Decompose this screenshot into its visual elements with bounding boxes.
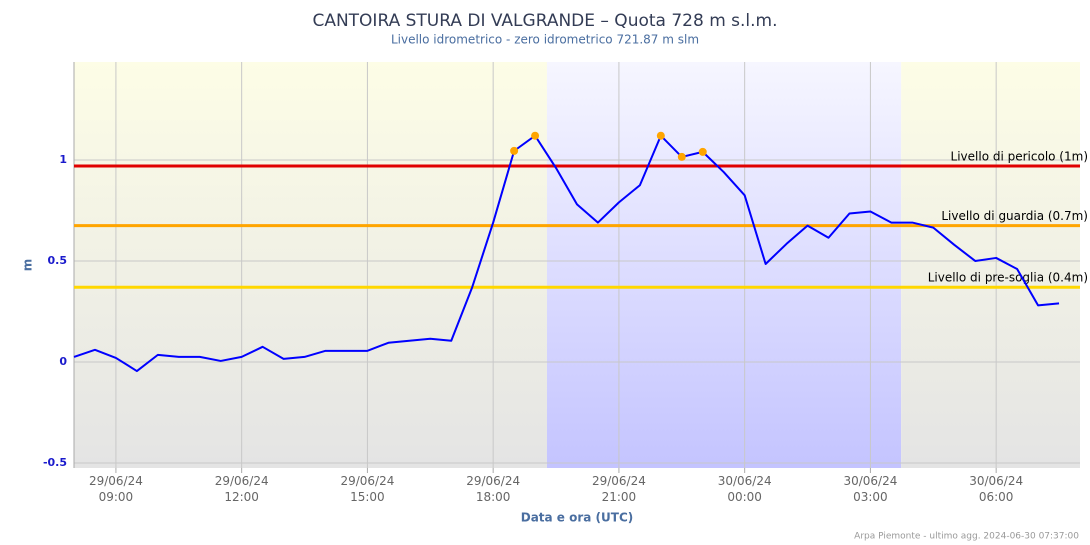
plot-band bbox=[74, 62, 547, 468]
chart-title: CANTOIRA STURA DI VALGRANDE – Quota 728 … bbox=[312, 11, 777, 31]
data-marker bbox=[677, 152, 686, 161]
x-tick-label: 30/06/24 06:00 bbox=[969, 474, 1023, 504]
threshold-label: Livello di guardia (0.7m) bbox=[941, 209, 1088, 223]
credits: Arpa Piemonte - ultimo agg. 2024-06-30 0… bbox=[854, 532, 1079, 542]
data-marker bbox=[698, 147, 707, 156]
x-tick-label: 29/06/24 18:00 bbox=[466, 474, 520, 504]
data-marker bbox=[656, 131, 665, 140]
y-axis-title: m bbox=[21, 259, 35, 272]
threshold-label: Livello di pericolo (1m) bbox=[951, 150, 1088, 164]
x-tick-label: 30/06/24 03:00 bbox=[843, 474, 897, 504]
x-tick-label: 29/06/24 21:00 bbox=[592, 474, 646, 504]
y-tick-label: 0 bbox=[59, 355, 67, 368]
data-marker bbox=[510, 146, 519, 155]
x-tick-label: 30/06/24 00:00 bbox=[718, 474, 772, 504]
plot-band bbox=[546, 62, 902, 468]
chart-subtitle: Livello idrometrico - zero idrometrico 7… bbox=[391, 33, 699, 47]
x-axis-title: Data e ora (UTC) bbox=[521, 511, 634, 525]
plot-band bbox=[901, 62, 1080, 468]
y-tick-label: 0.5 bbox=[48, 254, 68, 267]
y-tick-label: -0.5 bbox=[43, 456, 67, 469]
x-tick-label: 29/06/24 09:00 bbox=[89, 474, 143, 504]
threshold-label: Livello di pre-soglia (0.4m) bbox=[928, 271, 1088, 285]
x-tick-label: 29/06/24 12:00 bbox=[215, 474, 269, 504]
y-tick-label: 1 bbox=[59, 153, 67, 166]
data-marker bbox=[531, 131, 540, 140]
x-tick-label: 29/06/24 15:00 bbox=[340, 474, 394, 504]
data-line bbox=[73, 134, 1060, 373]
